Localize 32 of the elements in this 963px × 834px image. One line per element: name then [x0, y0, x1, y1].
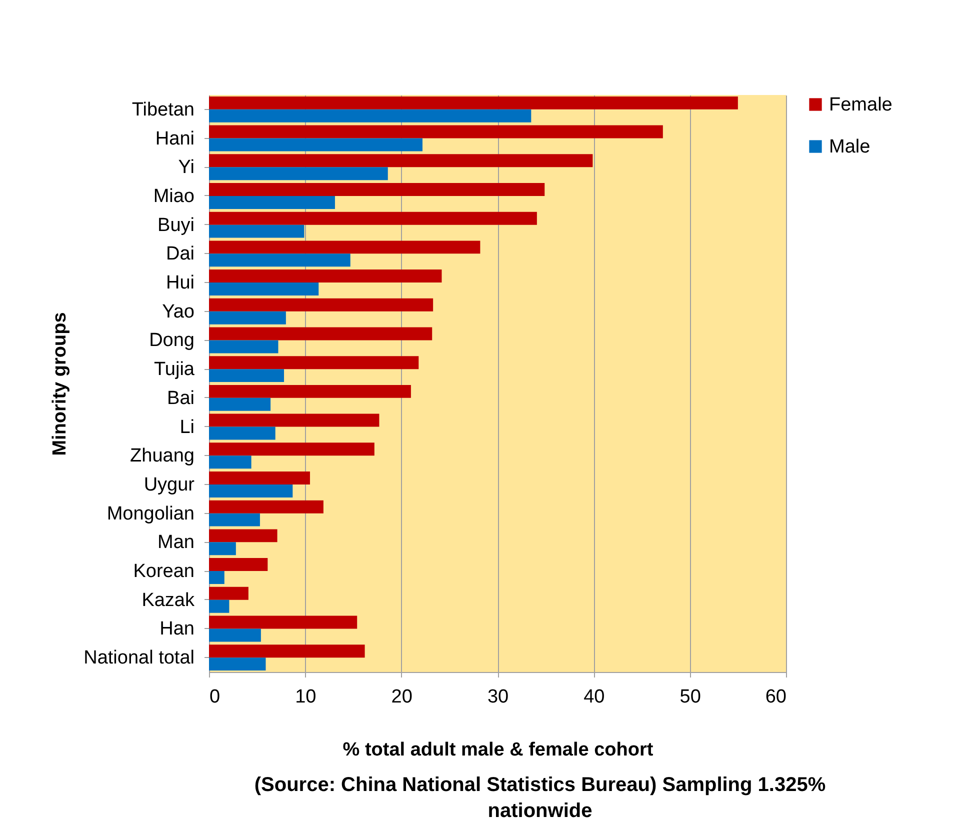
x-tick-label: 30 [487, 686, 509, 708]
y-tick-label: Yi [178, 157, 194, 178]
y-tick-label: Li [180, 416, 194, 438]
x-tick-label: 50 [680, 686, 701, 708]
y-tick-label: National total [84, 648, 194, 669]
legend-label: Female [829, 94, 892, 116]
x-tick-label: 10 [295, 686, 316, 708]
y-tick-label: Dai [166, 244, 194, 265]
y-tick-label: Kazak [142, 590, 195, 611]
x-tick-label: 60 [765, 686, 786, 708]
legend-label: Male [829, 136, 870, 158]
y-tick-label: Tujia [154, 359, 195, 380]
y-axis-title: Minority groups [50, 312, 71, 456]
x-tick-label: 40 [584, 686, 605, 708]
x-axis-title: % total adult male & female cohort [342, 740, 654, 760]
y-tick-label: Man [158, 532, 194, 554]
x-tick-label: 20 [391, 686, 412, 708]
y-tick-label: Miao [153, 186, 194, 207]
y-tick-label: Hani [155, 128, 194, 150]
y-tick-label: Hui [166, 272, 194, 294]
y-tick-label: Dong [149, 330, 194, 352]
x-tick-label: 0 [210, 686, 220, 708]
y-tick-label: Yao [162, 301, 194, 322]
y-tick-label: Tibetan [132, 99, 194, 120]
y-tick-label: Bai [167, 388, 194, 409]
text: (Source: China National Statistics Bureau) Sampling 1.325% nationwide [253, 773, 827, 824]
y-tick-label: Korean [133, 561, 194, 582]
y-tick-label: Zhuang [130, 446, 194, 467]
y-tick-label: Mongolian [106, 503, 194, 524]
y-tick-label: Uygur [144, 474, 196, 496]
y-tick-label: Han [160, 618, 194, 640]
y-tick-label: Buyi [158, 214, 194, 236]
